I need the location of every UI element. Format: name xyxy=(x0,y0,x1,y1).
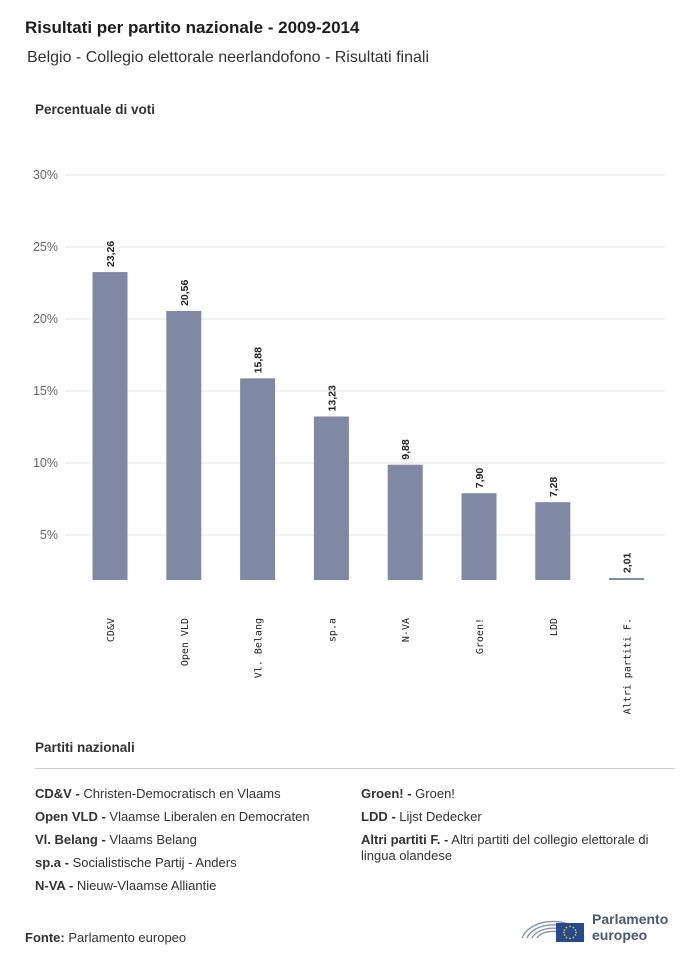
legend-abbr: N-VA - xyxy=(35,878,74,893)
legend-item: sp.a - Socialistische Partij - Anders xyxy=(35,855,355,871)
european-parliament-logo: Parlamento europeo xyxy=(520,908,690,948)
legend-column-left: CD&V - Christen-Democratisch en Vlaams Op… xyxy=(35,786,355,901)
data-label: 15,88 xyxy=(253,347,265,373)
bar-chart: 5% 10% 15% 20% 25% 30% 23,26 CD&V 20,56 Open VLD 1… xyxy=(33,168,665,714)
bar xyxy=(461,493,497,580)
legend-abbr: Groen! - xyxy=(361,786,412,801)
x-tick-label: Open VLD xyxy=(180,618,191,666)
legend-divider xyxy=(35,768,675,769)
data-label: 23,26 xyxy=(105,241,117,267)
legend-abbr: sp.a - xyxy=(35,855,69,870)
bar xyxy=(313,416,349,580)
legend-abbr: Altri partiti F. - xyxy=(361,832,449,847)
legend-item: Vl. Belang - Vlaams Belang xyxy=(35,832,355,848)
page-title: Risultati per partito nazionale - 2009-2… xyxy=(25,18,360,37)
legend-item: CD&V - Christen-Democratisch en Vlaams xyxy=(35,786,355,802)
legend-name: Socialistische Partij - Anders xyxy=(68,855,237,870)
x-tick-label: Vl. Belang xyxy=(254,618,265,678)
legend-name: Nieuw-Vlaamse Alliantie xyxy=(73,878,217,893)
legend-item: LDD - Lijst Dedecker xyxy=(361,809,681,825)
x-tick-label: Groen! xyxy=(475,618,486,654)
x-tick-label: LDD xyxy=(549,618,560,636)
bar xyxy=(92,272,128,580)
y-axis-label: Percentuale di voti xyxy=(35,102,156,117)
data-label: 2,01 xyxy=(622,552,634,573)
logo-text-line1: Parlamento xyxy=(592,911,669,927)
source-value: Parlamento europeo xyxy=(68,930,187,945)
page-subtitle: Belgio - Collegio elettorale neerlandofo… xyxy=(27,49,430,66)
parliament-hemicycle-icon xyxy=(521,920,585,942)
y-tick-label: 20% xyxy=(33,312,58,326)
data-label: 9,88 xyxy=(400,439,412,460)
y-tick-label: 15% xyxy=(33,384,58,398)
legend-abbr: LDD - xyxy=(361,809,396,824)
y-tick-label: 25% xyxy=(33,240,58,254)
data-label: 20,56 xyxy=(179,279,191,305)
y-tick-label: 5% xyxy=(40,528,58,542)
logo-text: Parlamento europeo xyxy=(592,911,668,943)
legend-name: Christen-Democratisch en Vlaams xyxy=(79,786,281,801)
legend-item: Groen! - Groen! xyxy=(361,786,681,802)
bar xyxy=(535,502,571,580)
legend-title: Partiti nazionali xyxy=(35,740,135,755)
source-note: Fonte: Parlamento europeo xyxy=(25,930,186,945)
x-tick-label: sp.a xyxy=(327,618,338,642)
legend-name: Lijst Dedecker xyxy=(395,809,482,824)
source-label: Fonte: xyxy=(25,930,65,945)
bar xyxy=(166,310,202,580)
legend-item: Altri partiti F. - Altri partiti del col… xyxy=(361,832,681,864)
legend-abbr: Open VLD - xyxy=(35,809,106,824)
legend-abbr: Vl. Belang - xyxy=(35,832,106,847)
legend-name: Vlaams Belang xyxy=(105,832,197,847)
x-tick-label: CD&V xyxy=(106,618,117,642)
data-label: 7,90 xyxy=(474,468,486,489)
legend-item: N-VA - Nieuw-Vlaamse Alliantie xyxy=(35,878,355,894)
logo-text-line2: europeo xyxy=(592,927,648,943)
legend-item: Open VLD - Vlaamse Liberalen en Democrat… xyxy=(35,809,355,825)
legend-column-right: Groen! - Groen! LDD - Lijst Dedecker Altri… xyxy=(361,786,681,871)
y-tick-label: 30% xyxy=(33,168,58,182)
x-tick-label: N-VA xyxy=(401,618,412,642)
legend-name: Groen! xyxy=(411,786,455,801)
x-tick-label: Altri partiti F. xyxy=(623,618,634,714)
legend-abbr: CD&V - xyxy=(35,786,80,801)
data-label: 13,23 xyxy=(326,385,338,411)
bar xyxy=(609,578,645,580)
data-label: 7,28 xyxy=(548,477,560,498)
y-tick-label: 10% xyxy=(33,456,58,470)
bar xyxy=(240,378,276,580)
legend-name: Altri partiti del collegio elettorale di… xyxy=(361,832,649,863)
bar xyxy=(387,464,423,580)
legend-name: Vlaamse Liberalen en Democraten xyxy=(105,809,310,824)
